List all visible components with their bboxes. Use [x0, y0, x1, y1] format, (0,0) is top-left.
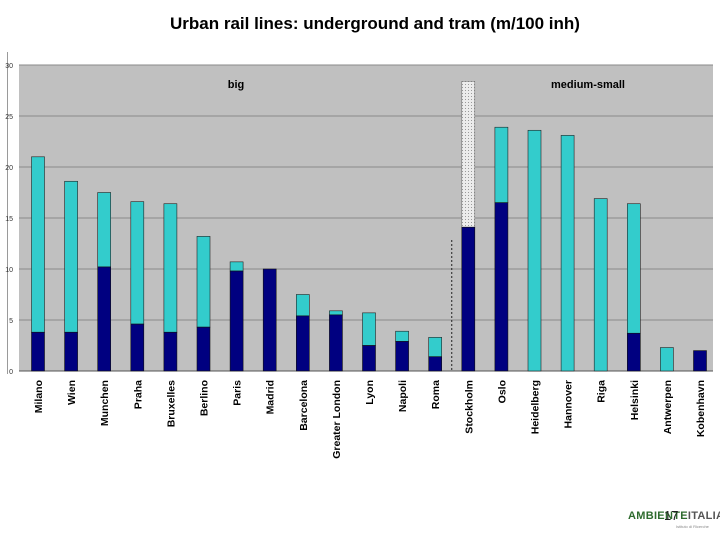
bar-stockholm-hatched	[461, 81, 476, 228]
y-tick-label-25: 25	[5, 114, 13, 121]
bar-underground-kobenhavn	[693, 350, 707, 372]
x-label-napoli: Napoli	[397, 380, 409, 412]
group-label-medium-small: medium-small	[551, 79, 625, 91]
logo-tagline: Istituto di Ricerche	[676, 524, 709, 529]
bar-tram-milano	[31, 156, 45, 333]
bar-underground-roma	[428, 356, 443, 372]
bar-tram-munchen	[97, 192, 111, 268]
bar-underground-wien	[64, 331, 78, 372]
x-label-greater-london: Greater London	[331, 380, 343, 459]
bar-tram-wien	[64, 180, 78, 333]
x-label-stockholm: Stockholm	[463, 380, 475, 434]
bar-tram-praha	[130, 201, 145, 325]
x-label-paris: Paris	[232, 380, 244, 406]
ambienteitalia-logo: AMBIENTEITALIA	[628, 510, 720, 522]
bar-tram-heidelberg	[527, 129, 542, 372]
bar-underground-bruxelles	[163, 331, 178, 372]
x-label-riga: Riga	[596, 380, 608, 403]
bar-tram-barcelona	[295, 294, 310, 317]
bar-tram-paris	[229, 261, 244, 272]
bar-tram-riga	[593, 198, 608, 372]
x-label-bruxelles: Bruxelles	[165, 380, 177, 427]
y-tick-label-20: 20	[5, 165, 13, 172]
x-label-munchen: Munchen	[99, 380, 111, 426]
x-label-heidelberg: Heidelberg	[530, 380, 542, 434]
bar-tram-greater-london	[329, 310, 343, 316]
x-label-kobenhavn: Kobenhavn	[695, 380, 707, 437]
group-label-big: big	[228, 79, 245, 91]
x-label-wien: Wien	[66, 380, 78, 405]
x-label-roma: Roma	[430, 380, 442, 409]
bar-tram-helsinki	[626, 203, 641, 334]
x-label-praha: Praha	[132, 380, 144, 409]
bar-underground-stockholm	[461, 226, 476, 372]
y-tick-label-0: 0	[9, 369, 13, 376]
bar-underground-barcelona	[295, 315, 310, 372]
bar-tram-hannover	[560, 135, 575, 372]
bar-underground-munchen	[97, 266, 111, 372]
x-label-berlino: Berlino	[199, 380, 211, 416]
slide-number: 17	[664, 508, 679, 523]
bar-underground-helsinki	[626, 332, 641, 372]
x-label-barcelona: Barcelona	[298, 380, 310, 431]
bar-underground-milano	[31, 331, 45, 372]
bar-underground-lyon	[362, 345, 376, 372]
bar-underground-napoli	[395, 341, 409, 372]
x-label-oslo: Oslo	[496, 380, 508, 403]
y-tick-label-5: 5	[9, 318, 13, 325]
x-label-antwerpen: Antwerpen	[662, 380, 674, 434]
x-label-madrid: Madrid	[265, 380, 277, 414]
bar-underground-paris	[229, 270, 244, 372]
left-divider-line	[7, 52, 8, 374]
y-tick-label-30: 30	[5, 63, 13, 70]
bar-tram-oslo	[494, 126, 509, 204]
bar-underground-oslo	[494, 202, 509, 372]
bar-underground-berlino	[196, 326, 211, 372]
y-tick-label-10: 10	[5, 267, 13, 274]
bar-underground-madrid	[262, 268, 277, 372]
bar-underground-greater-london	[329, 314, 343, 372]
bar-underground-praha	[130, 323, 145, 372]
bar-tram-antwerpen	[660, 347, 674, 372]
x-label-lyon: Lyon	[364, 380, 376, 405]
x-label-hannover: Hannover	[563, 380, 575, 428]
bar-tram-bruxelles	[163, 203, 178, 333]
bar-tram-roma	[428, 337, 443, 358]
bar-tram-berlino	[196, 236, 211, 328]
x-label-milano: Milano	[33, 380, 45, 413]
x-label-helsinki: Helsinki	[629, 380, 641, 420]
y-tick-label-15: 15	[5, 216, 13, 223]
bar-tram-napoli	[395, 330, 409, 342]
bar-tram-lyon	[362, 312, 376, 346]
chart-title: Urban rail lines: underground and tram (…	[170, 14, 580, 33]
